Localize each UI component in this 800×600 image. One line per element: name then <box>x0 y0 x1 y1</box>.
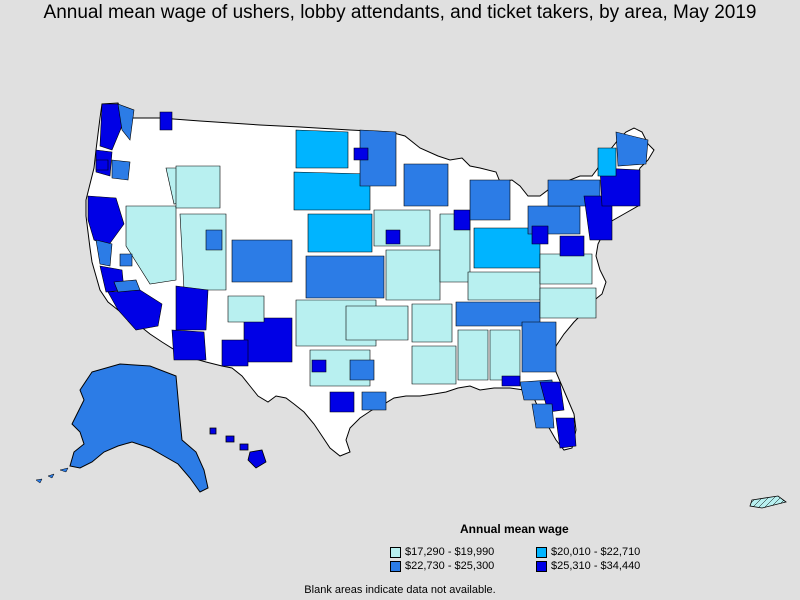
alaska-outline <box>69 363 209 493</box>
region-minnesota-east <box>359 129 397 187</box>
region-or-south <box>111 159 131 181</box>
region-utah <box>179 213 227 291</box>
region-virginia <box>539 253 593 285</box>
region-utah-salt-lake <box>205 229 223 251</box>
region-texas-austin <box>361 391 387 411</box>
legend-label: $25,310 - $34,440 <box>551 560 641 572</box>
region-wa-west <box>99 103 123 151</box>
legend-item-range-4: $25,310 - $34,440 <box>536 560 686 572</box>
legend: $17,290 - $19,990 $20,010 - $22,710 $22,… <box>390 546 690 572</box>
region-minneapolis <box>353 147 369 161</box>
region-puerto-rico-detail <box>750 496 786 508</box>
region-wa-central <box>117 103 135 141</box>
legend-swatch <box>390 560 401 572</box>
region-montana-small <box>159 111 173 131</box>
hawaii-islands <box>209 427 267 469</box>
region-louisiana <box>411 345 457 385</box>
footnote: Blank areas indicate data not available. <box>304 584 496 596</box>
region-wyoming-light <box>175 165 221 209</box>
legend-swatch <box>390 546 401 558</box>
region-nm-central <box>243 317 293 363</box>
legend-label: $22,730 - $25,300 <box>405 560 495 572</box>
region-nm-north <box>227 295 265 323</box>
region-florida-tampa <box>531 403 555 429</box>
region-florida-miami <box>555 417 577 449</box>
region-texas-dallas <box>349 359 375 381</box>
region-texas-houston <box>329 391 355 413</box>
legend-title: Annual mean wage <box>460 522 569 536</box>
region-ca-bay <box>95 239 113 267</box>
map-title: Annual mean wage of ushers, lobby attend… <box>43 2 757 23</box>
region-pittsburgh <box>531 225 549 245</box>
legend-item-range-2: $20,010 - $22,710 <box>536 546 686 558</box>
region-iowa <box>373 209 431 247</box>
region-nebraska <box>307 213 373 253</box>
region-arizona-tucson <box>171 329 207 361</box>
region-reno <box>119 253 133 267</box>
legend-label: $17,290 - $19,990 <box>405 546 495 558</box>
region-missouri <box>385 249 441 301</box>
region-oklahoma <box>345 305 409 341</box>
region-omaha <box>385 229 401 245</box>
region-vermont-nh <box>597 147 617 177</box>
legend-item-range-3: $22,730 - $25,300 <box>390 560 536 572</box>
legend-label: $20,010 - $22,710 <box>551 546 641 558</box>
aleutian-islands <box>35 467 69 484</box>
region-arkansas <box>411 303 453 343</box>
region-michigan <box>469 179 511 221</box>
legend-swatch <box>536 546 547 558</box>
region-florida-panhandle <box>501 375 521 387</box>
region-arizona-phoenix <box>175 285 209 331</box>
region-nm-south <box>221 339 249 367</box>
region-carolinas <box>539 287 597 319</box>
region-new-england <box>599 167 641 207</box>
region-boise <box>95 159 109 171</box>
region-dc-baltimore <box>559 235 585 257</box>
region-georgia <box>521 321 557 373</box>
region-chicago <box>453 209 471 231</box>
legend-item-range-1: $17,290 - $19,990 <box>390 546 536 558</box>
region-ca-inland <box>113 279 141 293</box>
region-nevada <box>125 205 177 285</box>
region-south-dakota <box>293 171 371 211</box>
region-wisconsin <box>403 163 449 207</box>
region-mississippi <box>457 329 489 381</box>
region-alabama <box>489 329 521 381</box>
region-kansas <box>305 255 385 299</box>
region-kentucky <box>467 271 541 301</box>
legend-swatch <box>536 560 547 572</box>
region-colorado <box>231 239 293 283</box>
region-maine <box>615 131 649 167</box>
region-el-paso <box>311 359 327 373</box>
region-north-dakota <box>295 129 349 169</box>
